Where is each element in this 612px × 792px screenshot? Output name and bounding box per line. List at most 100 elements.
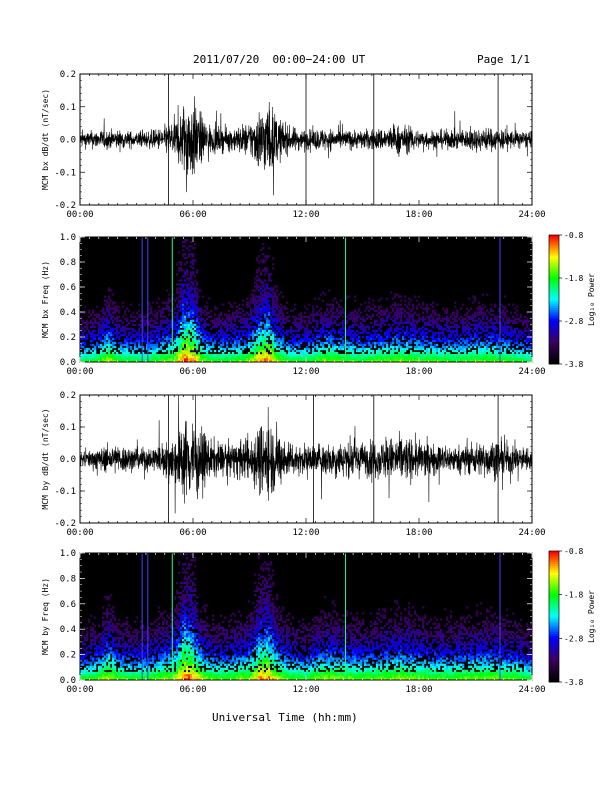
spectrogram-cell — [262, 329, 265, 333]
spectrogram-cell — [446, 353, 449, 357]
spectrogram-cell — [340, 305, 343, 308]
spectrogram-cell — [274, 313, 277, 316]
spectrogram-cell — [302, 325, 305, 329]
spectrogram-cell — [450, 339, 453, 343]
spectrogram-cell — [328, 343, 331, 347]
spectrogram-cell — [272, 357, 275, 361]
spectrogram-cell — [520, 337, 523, 341]
spectrogram-cell — [252, 289, 255, 292]
spectrogram-cell — [476, 327, 479, 331]
spectrogram-cell — [206, 357, 209, 361]
spectrogram-cell — [82, 643, 85, 646]
spectrogram-cell — [320, 343, 323, 347]
spectrogram-cell — [254, 299, 257, 302]
spectrogram-cell — [264, 267, 267, 270]
spectrogram-cell — [444, 359, 447, 363]
spectrogram-cell — [318, 359, 321, 363]
spectrogram-cell — [376, 309, 379, 312]
spectrogram-cell — [102, 331, 105, 335]
spectrogram-cell — [482, 349, 485, 353]
spectrogram-cell — [86, 677, 89, 681]
spectrogram-cell — [264, 327, 267, 331]
spectrogram-cell — [414, 329, 417, 333]
spectrogram-cell — [266, 355, 269, 359]
spectrogram-cell — [280, 337, 283, 341]
spectrogram-cell — [178, 291, 181, 294]
spectrogram-cell — [352, 333, 355, 337]
spectrogram-cell — [172, 321, 175, 324]
spectrogram-cell — [478, 331, 481, 335]
spectrogram-cell — [108, 295, 111, 298]
spectrogram-cell — [362, 355, 365, 359]
spectrogram-cell — [196, 347, 199, 351]
spectrogram-cell — [396, 307, 399, 310]
spectrogram-cell — [410, 349, 413, 353]
spectrogram-cell — [340, 357, 343, 361]
spectrogram-cell — [408, 315, 411, 318]
spectrogram-cell — [436, 357, 439, 361]
spectrogram-cell — [410, 355, 413, 359]
spectrogram-cell — [524, 315, 527, 318]
spectrogram-cell — [198, 359, 201, 363]
spectrogram-cell — [234, 301, 237, 304]
spectrogram-cell — [372, 299, 375, 302]
spectrogram-cell — [178, 357, 181, 361]
spectrogram-cell — [400, 353, 403, 357]
x-tick-label: 00:00 — [66, 367, 93, 377]
spectrogram-cell — [330, 341, 333, 345]
spectrogram-cell — [432, 323, 435, 327]
spectrogram-cell — [514, 329, 517, 333]
spectrogram-cell — [294, 315, 297, 318]
spectrogram-cell — [118, 341, 121, 345]
spectrogram-cell — [468, 297, 471, 300]
spectrogram-cell — [374, 329, 377, 333]
spectrogram-cell — [426, 353, 429, 357]
spectrogram-cell — [180, 321, 183, 324]
spectrogram-cell — [400, 327, 403, 331]
spectrogram-cell — [294, 321, 297, 324]
colorbar-swatch — [549, 327, 559, 330]
spectrogram-cell — [248, 357, 251, 361]
spectrogram-cell — [458, 357, 461, 361]
spectrogram-cell — [472, 359, 475, 363]
spectrogram-cell — [254, 341, 257, 345]
spectrogram-cell — [474, 341, 477, 345]
spectrogram-cell — [274, 351, 277, 355]
spectrogram-cell — [304, 337, 307, 341]
spectrogram-cell — [242, 317, 245, 320]
spectrogram-cell — [338, 303, 341, 306]
spectrogram-cell — [112, 319, 115, 322]
spectrogram-cell — [166, 357, 169, 361]
spectrogram-cell — [492, 309, 495, 312]
spectrogram-cell — [216, 331, 219, 335]
spectrogram-cell — [340, 309, 343, 312]
spectrogram-cell — [302, 319, 305, 322]
spectrogram-cell — [322, 299, 325, 302]
spectrogram-cell — [202, 327, 205, 331]
spectrogram-cell — [328, 335, 331, 339]
spectrogram-cell — [260, 287, 263, 290]
spectrogram-cell — [274, 311, 277, 314]
spectrogram-cell — [350, 345, 353, 349]
spectrogram-cell — [260, 321, 263, 324]
spectrogram-cell — [200, 349, 203, 353]
spectrogram-cell — [82, 337, 85, 341]
spectrogram-cell — [150, 323, 153, 327]
spectrogram-cell — [180, 355, 183, 359]
spectrogram-cell — [180, 345, 183, 349]
spectrogram-cell — [320, 329, 323, 333]
spectrogram-cell — [422, 341, 425, 345]
spectrogram-cell — [226, 327, 229, 331]
spectrogram-cell — [204, 337, 207, 341]
spectrogram-cell — [520, 333, 523, 337]
spectrogram-cell — [152, 357, 155, 361]
spectrogram-cell — [326, 329, 329, 333]
spectrogram-cell — [300, 319, 303, 322]
spectrogram-cell — [316, 319, 319, 322]
spectrogram-cell — [92, 357, 95, 361]
spectrogram-cell — [366, 337, 369, 341]
spectrogram-cell — [390, 359, 393, 363]
spectrogram-cell — [124, 357, 127, 361]
spectrogram-cell — [270, 341, 273, 345]
spectrogram-cell — [206, 331, 209, 335]
